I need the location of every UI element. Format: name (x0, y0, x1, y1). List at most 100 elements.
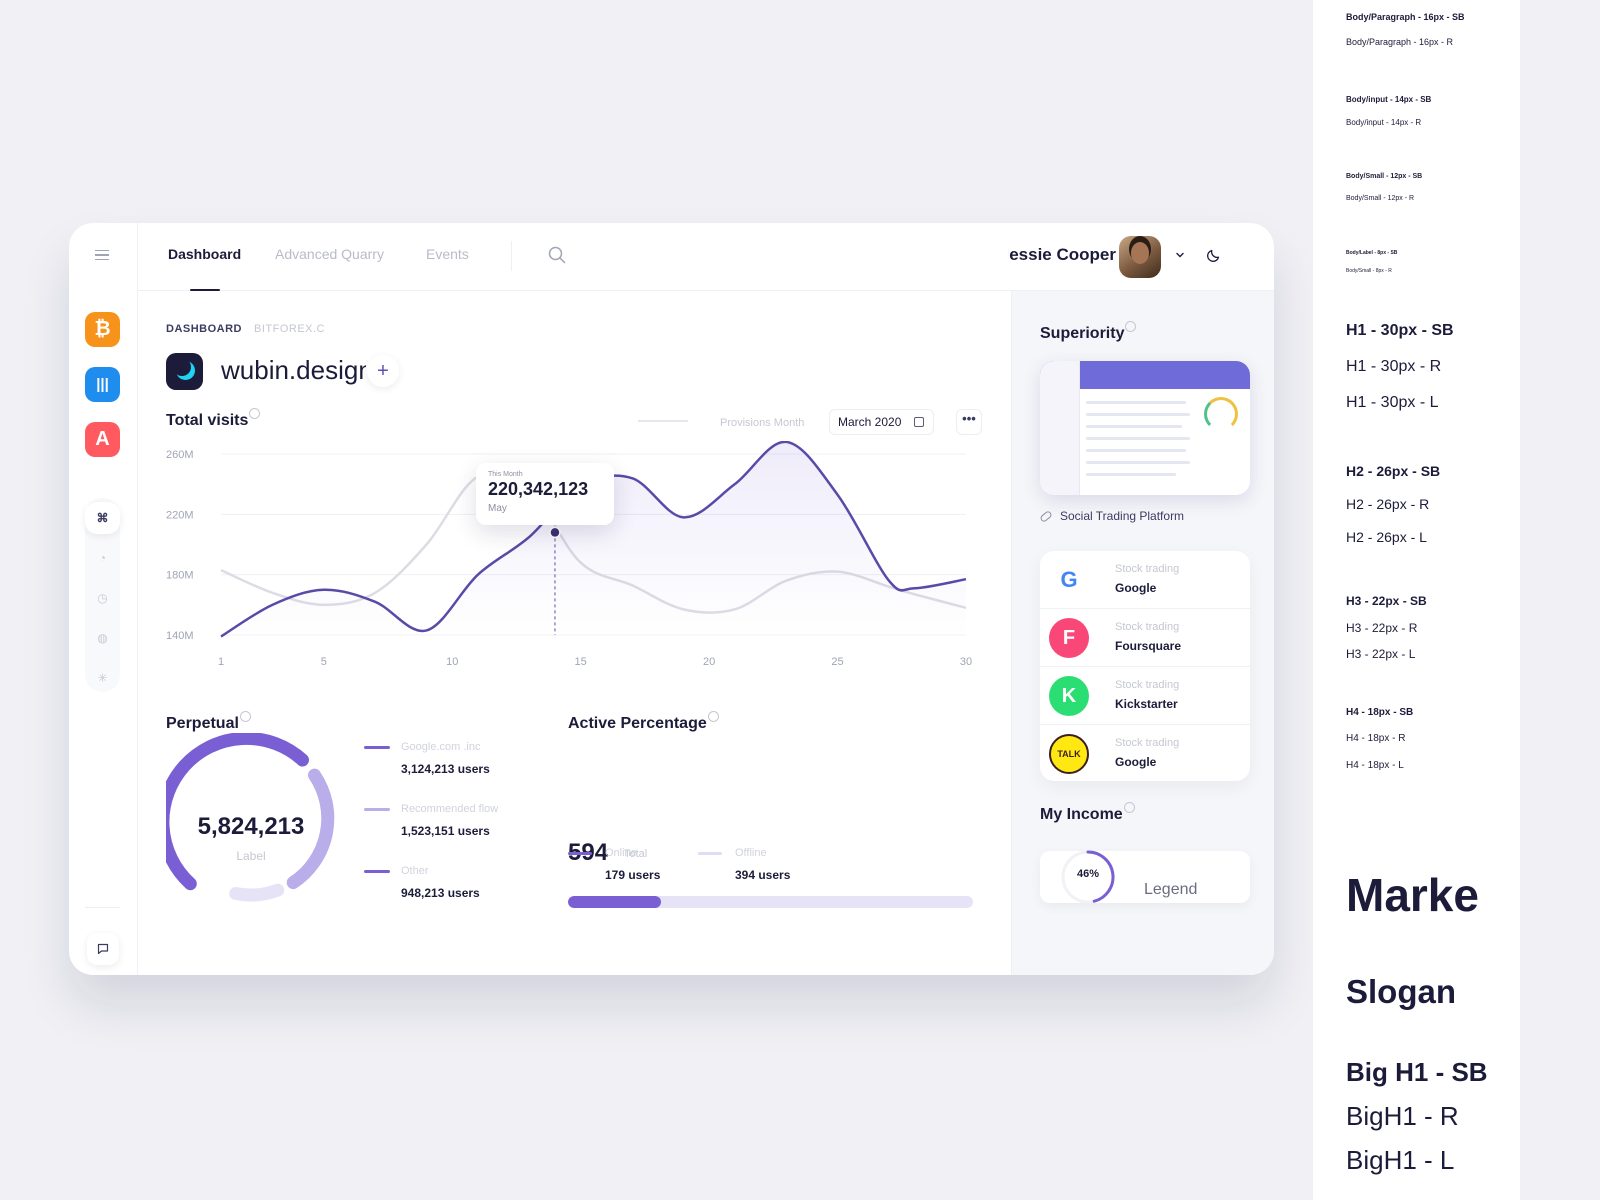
site-title: wubin.design (221, 355, 366, 385)
progress-fill (568, 896, 662, 908)
type-specimen: H2 - 26px - L (1346, 529, 1427, 545)
pie-chart-icon[interactable]: ◔ (98, 551, 107, 565)
add-button[interactable]: + (367, 355, 399, 387)
type-specimen: H3 - 22px - SB (1346, 594, 1427, 608)
type-specimen: BigH1 - L (1346, 1145, 1455, 1175)
divider (85, 907, 120, 908)
intercom-app-icon[interactable]: ||| (85, 367, 120, 402)
date-value: March 2020 (838, 415, 902, 429)
x-tick-label: 1 (218, 656, 224, 668)
list-item[interactable]: G Stock trading Google (1040, 551, 1250, 609)
screenshot-row (1086, 401, 1186, 404)
list-item-title: Kickstarter (1115, 697, 1178, 711)
legend-line (638, 420, 688, 422)
list-item-subtitle: Stock trading (1115, 737, 1180, 749)
info-icon[interactable] (249, 408, 261, 419)
superiority-title: Superiority (1040, 321, 1137, 343)
bitcoin-app-icon[interactable]: ₿ (85, 312, 120, 347)
legend-value: 394 users (735, 868, 791, 882)
active-progress-bar (568, 896, 973, 908)
user-name[interactable]: Jessie Cooper (1008, 245, 1116, 264)
moon-icon[interactable] (1206, 247, 1222, 263)
chevron-down-icon[interactable] (1174, 249, 1186, 261)
airbnb-app-icon[interactable]: A (85, 422, 120, 457)
legend-value: 3,124,213 users (401, 762, 490, 776)
type-specimen: Body/Paragraph - 16px - SB (1346, 12, 1465, 22)
info-icon[interactable] (707, 711, 719, 722)
type-specimen: H4 - 18px - SB (1346, 707, 1414, 718)
tab-advanced-quarry[interactable]: Advanced Quarry (275, 246, 384, 262)
legend-name: Recommended flow (401, 803, 499, 815)
more-button[interactable]: ••• (956, 409, 982, 435)
legend-name: Offline (735, 847, 767, 859)
company-list: G Stock trading Google F Stock trading Foursq… (1040, 551, 1250, 781)
legend-swatch (364, 808, 390, 811)
hamburger-menu-icon[interactable] (95, 250, 109, 260)
income-percent: 46% (1076, 868, 1100, 880)
divider (511, 241, 512, 271)
social-trading-link[interactable]: Social Trading Platform (1039, 509, 1184, 524)
list-item[interactable]: F Stock trading Foursquare (1040, 609, 1250, 667)
my-income-title: My Income (1040, 802, 1135, 824)
income-ring (1061, 850, 1115, 904)
breadcrumb-item[interactable]: DASHBOARD (166, 323, 242, 335)
y-tick-label: 260M (166, 449, 194, 461)
foursquare-logo-icon: F (1049, 618, 1089, 658)
legend-value: 179 users (605, 868, 661, 882)
chat-button[interactable] (87, 933, 119, 965)
type-specimen: Body/Paragraph - 16px - R (1346, 37, 1454, 47)
screenshot-row (1086, 461, 1190, 464)
breadcrumb-item[interactable]: BITFOREX.CC (254, 323, 324, 335)
info-icon[interactable] (1125, 321, 1137, 332)
type-specimen: H1 - 30px - R (1346, 358, 1442, 375)
perpetual-donut (166, 733, 335, 902)
screenshot-row (1086, 449, 1186, 452)
avatar[interactable] (1119, 236, 1161, 278)
list-item[interactable]: K Stock trading Kickstarter (1040, 667, 1250, 725)
type-specimen: H2 - 26px - R (1346, 496, 1430, 512)
clock-icon[interactable]: ◷ (97, 591, 108, 605)
type-specimen: Marke (1346, 869, 1479, 921)
highlight-point (549, 526, 561, 539)
income-card[interactable]: 46% Legend (1040, 850, 1250, 904)
google-logo-icon: TALK (1049, 734, 1089, 774)
legend-value: 1,523,151 users (401, 824, 490, 838)
type-specimen: Body/input - 14px - R (1346, 118, 1422, 127)
x-tick-label: 5 (321, 656, 327, 668)
screenshot-row (1086, 473, 1176, 476)
tab-dashboard[interactable]: Dashboard (168, 246, 242, 262)
type-specimen: H2 - 26px - SB (1346, 463, 1441, 479)
list-item-subtitle: Stock trading (1115, 679, 1180, 691)
platform-screenshot[interactable] (1040, 361, 1250, 495)
search-icon[interactable] (548, 246, 566, 264)
date-picker[interactable]: March 2020 (829, 409, 934, 435)
info-icon[interactable] (1123, 802, 1135, 813)
legend-name: Other (401, 865, 429, 877)
x-tick-label: 20 (703, 656, 715, 668)
list-item[interactable]: TALK Stock trading Google (1040, 725, 1250, 783)
loader-icon[interactable]: ✳ (97, 671, 108, 685)
type-specimen: BigH1 - R (1346, 1101, 1459, 1131)
legend-swatch (568, 852, 592, 855)
legend-swatch (364, 870, 390, 873)
legend-name: Google.com .inc (401, 741, 481, 753)
donut-segment (286, 768, 335, 890)
provisions-label: Provisions Month (720, 417, 805, 429)
google-logo-icon: G (1049, 560, 1089, 600)
tab-events[interactable]: Events (426, 246, 469, 262)
globe-icon[interactable]: ◍ (97, 631, 108, 645)
command-icon[interactable]: ⌘ (85, 502, 120, 534)
sidebar: ₿ ||| A ⌘ ◔ ◷ ◍ ✳ (69, 223, 138, 975)
list-item-title: Foursquare (1115, 639, 1182, 653)
type-specimen: Body/input - 14px - SB (1346, 95, 1432, 104)
tooltip-value: 220,342,123 (488, 479, 589, 499)
top-bar: Dashboard Advanced Quarry Events Jessie … (138, 223, 1274, 291)
type-specimen: Big H1 - SB (1346, 1057, 1488, 1087)
donut-segment (229, 883, 285, 902)
right-panel: Superiority Social Trading Platform G Sto… (1011, 291, 1274, 975)
info-icon[interactable] (239, 711, 251, 722)
type-specimen: Body/Small - 12px - R (1346, 195, 1415, 202)
total-visits-title: Total visits (166, 408, 261, 430)
active-tab-indicator (190, 289, 220, 291)
y-tick-label: 220M (166, 509, 194, 521)
